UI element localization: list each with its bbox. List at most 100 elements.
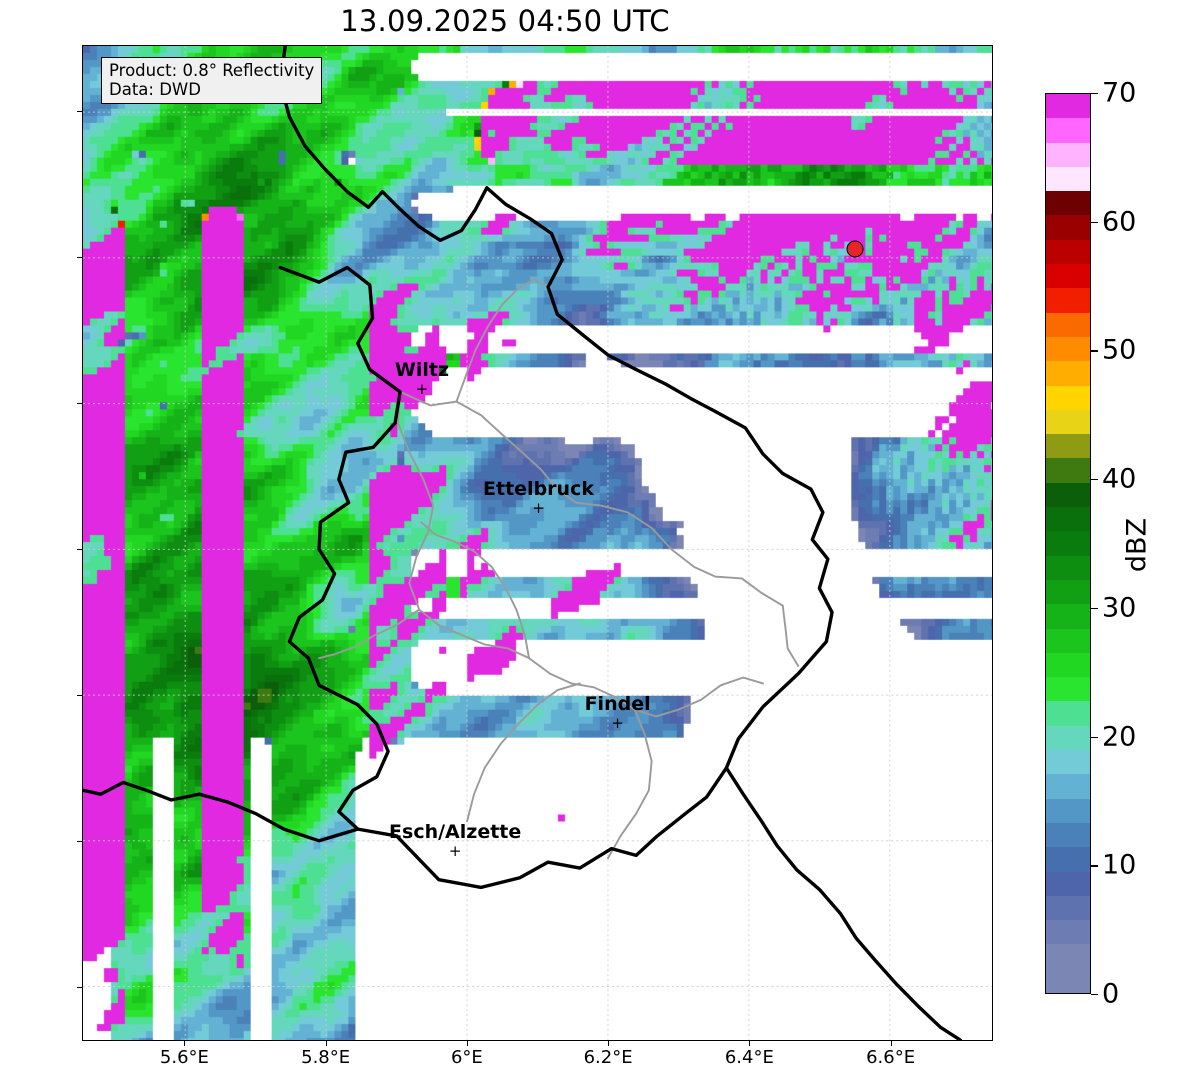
colorbar-tick-label: 50 [1102,334,1137,366]
colorbar-band [1046,312,1090,337]
colorbar-band [1046,871,1090,896]
lon-tick-label: 5.6°E [159,1047,209,1068]
colorbar-band [1046,458,1090,483]
colorbar-band [1046,968,1090,993]
lat-tick-mark [77,987,82,989]
country-border-southeast [724,766,962,1040]
admin-border-line [455,278,550,403]
lat-tick-mark [77,695,82,697]
map-panel: Product: 0.8° Reflectivity Data: DWD Wil… [82,45,993,1041]
colorbar-tick-label: 70 [1102,77,1137,109]
colorbar-band [1046,264,1090,289]
colorbar-band [1046,628,1090,653]
colorbar-band [1046,288,1090,313]
colorbar-tick [1091,865,1098,867]
colorbar-band [1046,409,1090,435]
lon-tick-label: 6°E [450,1047,483,1068]
lon-tick-mark [184,1041,186,1046]
lon-tick-label: 6.2°E [583,1047,633,1068]
lon-tick-label: 6.6°E [866,1047,916,1068]
colorbar-band [1046,434,1090,459]
colorbar-band [1046,774,1090,799]
colorbar-band [1046,191,1090,216]
colorbar-band [1046,239,1090,265]
info-data-line: Data: DWD [109,80,201,100]
admin-border-line [781,604,800,667]
city-marker-icon: + [532,498,545,517]
colorbar-tick [1091,350,1098,352]
colorbar [1045,93,1091,994]
colorbar-band [1046,385,1090,410]
lat-tick-mark [77,257,82,259]
lon-tick-mark [466,1041,468,1046]
colorbar-tick [1091,221,1098,223]
colorbar-band [1046,701,1090,726]
colorbar-band [1046,166,1090,192]
colorbar-tick-label: 10 [1102,849,1137,881]
colorbar-band [1046,847,1090,872]
radar-reflectivity-field [83,46,992,1040]
lat-tick-mark [77,403,82,405]
map-vector-overlay [83,46,992,1040]
lon-tick-label: 6.4°E [724,1047,774,1068]
colorbar-band [1046,507,1090,532]
colorbar-tick-label: 30 [1102,592,1137,624]
colorbar-band [1046,895,1090,921]
lon-tick-mark [608,1041,610,1046]
lon-tick-label: 5.8°E [301,1047,351,1068]
city-marker-icon: + [448,842,462,861]
colorbar-tick-label: 40 [1102,463,1137,495]
colorbar-tick-label: 20 [1102,721,1137,753]
admin-border-line [399,390,784,607]
colorbar-band [1046,750,1090,775]
colorbar-band [1046,215,1090,240]
city-label-esch-alzette: Esch/Alzette + [389,823,521,859]
admin-border-line [397,390,764,718]
colorbar-band [1046,531,1090,556]
city-label-ettelbruck: Ettelbruck + [483,477,594,517]
colorbar-tick [1091,607,1098,610]
colorbar-band [1046,652,1090,678]
colorbar-band [1046,361,1090,386]
lat-tick-mark [77,111,82,113]
colorbar-gradient [1045,93,1091,994]
colorbar-band [1046,677,1090,702]
colorbar-tick [1091,994,1098,996]
colorbar-band [1046,94,1090,119]
admin-border-line [318,608,421,660]
lon-tick-mark [325,1041,327,1046]
colorbar-band [1046,604,1090,629]
colorbar-band [1046,920,1090,945]
product-info-box: Product: 0.8° Reflectivity Data: DWD [101,57,323,105]
city-marker-icon: + [415,379,429,398]
lat-tick-mark [77,841,82,843]
colorbar-tick [1091,736,1098,738]
lat-tick-mark [77,549,82,551]
city-name: Esch/Alzette [389,821,522,844]
colorbar-band [1046,725,1090,751]
city-name: Ettelbruck [483,477,594,500]
colorbar-band [1046,822,1090,848]
colorbar-tick [1091,479,1098,481]
colorbar-tick-label: 0 [1102,978,1120,1010]
colorbar-band [1046,482,1090,508]
country-border-southwest [83,780,360,843]
city-name: Wiltz [394,358,450,381]
lon-tick-mark [749,1041,751,1046]
radar-station-marker [846,240,864,257]
colorbar-band [1046,336,1090,362]
colorbar-band [1046,118,1090,143]
colorbar-band [1046,798,1090,823]
colorbar-unit-label: dBZ [1121,517,1153,573]
colorbar-band [1046,142,1090,167]
colorbar-tick-label: 60 [1102,206,1137,238]
info-product-line: Product: 0.8° Reflectivity [109,61,315,80]
city-label-wiltz: Wiltz + [394,358,450,398]
admin-border-line [466,682,581,823]
colorbar-band [1046,579,1090,605]
admin-border-line [606,708,653,860]
city-name: Findel [584,692,651,715]
colorbar-tick [1091,93,1098,95]
colorbar-band [1046,555,1090,580]
